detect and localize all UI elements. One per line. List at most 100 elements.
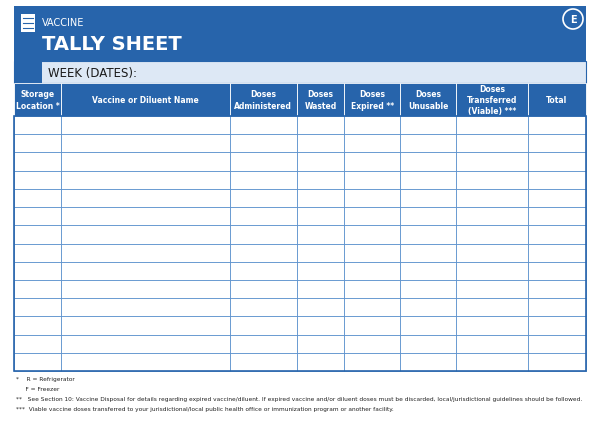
Bar <box>400 353 456 371</box>
Bar <box>230 84 297 117</box>
Bar <box>456 335 527 353</box>
Bar <box>14 244 61 262</box>
Bar <box>456 84 527 117</box>
Bar <box>456 280 527 299</box>
Bar <box>14 207 61 226</box>
Bar <box>527 317 586 335</box>
Text: Vaccine or Diluent Name: Vaccine or Diluent Name <box>92 96 199 105</box>
Bar <box>14 117 586 371</box>
Bar <box>297 226 344 244</box>
Bar <box>14 153 61 171</box>
Bar <box>297 207 344 226</box>
Text: ***  Viable vaccine doses transferred to your jurisdictional/local public health: *** Viable vaccine doses transferred to … <box>16 406 394 411</box>
Bar <box>61 317 230 335</box>
Text: F = Freezer: F = Freezer <box>16 386 59 391</box>
Bar <box>400 171 456 190</box>
Bar <box>230 244 297 262</box>
Bar <box>456 207 527 226</box>
Bar <box>61 190 230 207</box>
Bar <box>527 244 586 262</box>
Bar <box>400 244 456 262</box>
Bar <box>14 299 61 317</box>
Bar <box>400 117 456 135</box>
Bar <box>344 280 400 299</box>
Bar <box>14 171 61 190</box>
Bar <box>344 244 400 262</box>
Bar <box>456 353 527 371</box>
Bar <box>344 135 400 153</box>
Bar <box>400 280 456 299</box>
Bar <box>297 117 344 135</box>
Bar <box>61 262 230 280</box>
Bar <box>14 335 61 353</box>
Bar <box>61 117 230 135</box>
Bar <box>400 226 456 244</box>
Bar <box>527 117 586 135</box>
Bar <box>456 244 527 262</box>
Bar <box>14 262 61 280</box>
Bar <box>400 335 456 353</box>
Bar <box>527 171 586 190</box>
Bar <box>14 353 61 371</box>
Bar <box>14 62 42 84</box>
Bar <box>14 62 586 84</box>
Bar <box>344 335 400 353</box>
Bar <box>230 171 297 190</box>
Bar <box>297 171 344 190</box>
Bar <box>344 171 400 190</box>
Bar <box>527 353 586 371</box>
Bar <box>14 317 61 335</box>
Bar <box>230 207 297 226</box>
Bar <box>297 335 344 353</box>
Bar <box>456 190 527 207</box>
Bar <box>344 84 400 117</box>
Bar <box>297 190 344 207</box>
Text: *    R = Refrigerator: * R = Refrigerator <box>16 376 75 381</box>
Text: Doses
Wasted: Doses Wasted <box>304 90 337 110</box>
Bar <box>61 280 230 299</box>
Text: Total: Total <box>546 96 568 105</box>
Bar <box>527 135 586 153</box>
Bar <box>61 153 230 171</box>
Bar <box>456 135 527 153</box>
Bar <box>400 153 456 171</box>
Bar <box>456 226 527 244</box>
Bar <box>527 299 586 317</box>
Bar <box>344 117 400 135</box>
Bar <box>297 353 344 371</box>
Bar <box>344 299 400 317</box>
Text: Doses
Administered: Doses Administered <box>235 90 292 110</box>
Text: Storage
Location *: Storage Location * <box>16 90 59 110</box>
Bar <box>456 262 527 280</box>
Bar <box>456 299 527 317</box>
Bar <box>230 353 297 371</box>
Bar <box>400 84 456 117</box>
Bar <box>456 117 527 135</box>
Text: Doses
Transferred
(Viable) ***: Doses Transferred (Viable) *** <box>467 85 517 116</box>
Bar <box>344 226 400 244</box>
Bar <box>400 317 456 335</box>
Bar <box>230 335 297 353</box>
Bar <box>456 171 527 190</box>
Bar <box>61 299 230 317</box>
Bar <box>400 262 456 280</box>
Bar <box>14 226 61 244</box>
Bar <box>297 317 344 335</box>
Bar <box>14 84 61 117</box>
Bar <box>61 353 230 371</box>
Bar <box>61 244 230 262</box>
Bar <box>400 299 456 317</box>
Bar <box>61 84 230 117</box>
Bar <box>344 207 400 226</box>
Bar <box>344 153 400 171</box>
Bar <box>527 335 586 353</box>
Bar <box>527 190 586 207</box>
Bar <box>230 317 297 335</box>
Bar <box>344 353 400 371</box>
Bar <box>297 244 344 262</box>
Bar <box>230 135 297 153</box>
Bar <box>297 135 344 153</box>
Bar <box>527 153 586 171</box>
Bar <box>527 280 586 299</box>
Text: **   See Section 10: Vaccine Disposal for details regarding expired vaccine/dilu: ** See Section 10: Vaccine Disposal for … <box>16 396 582 401</box>
